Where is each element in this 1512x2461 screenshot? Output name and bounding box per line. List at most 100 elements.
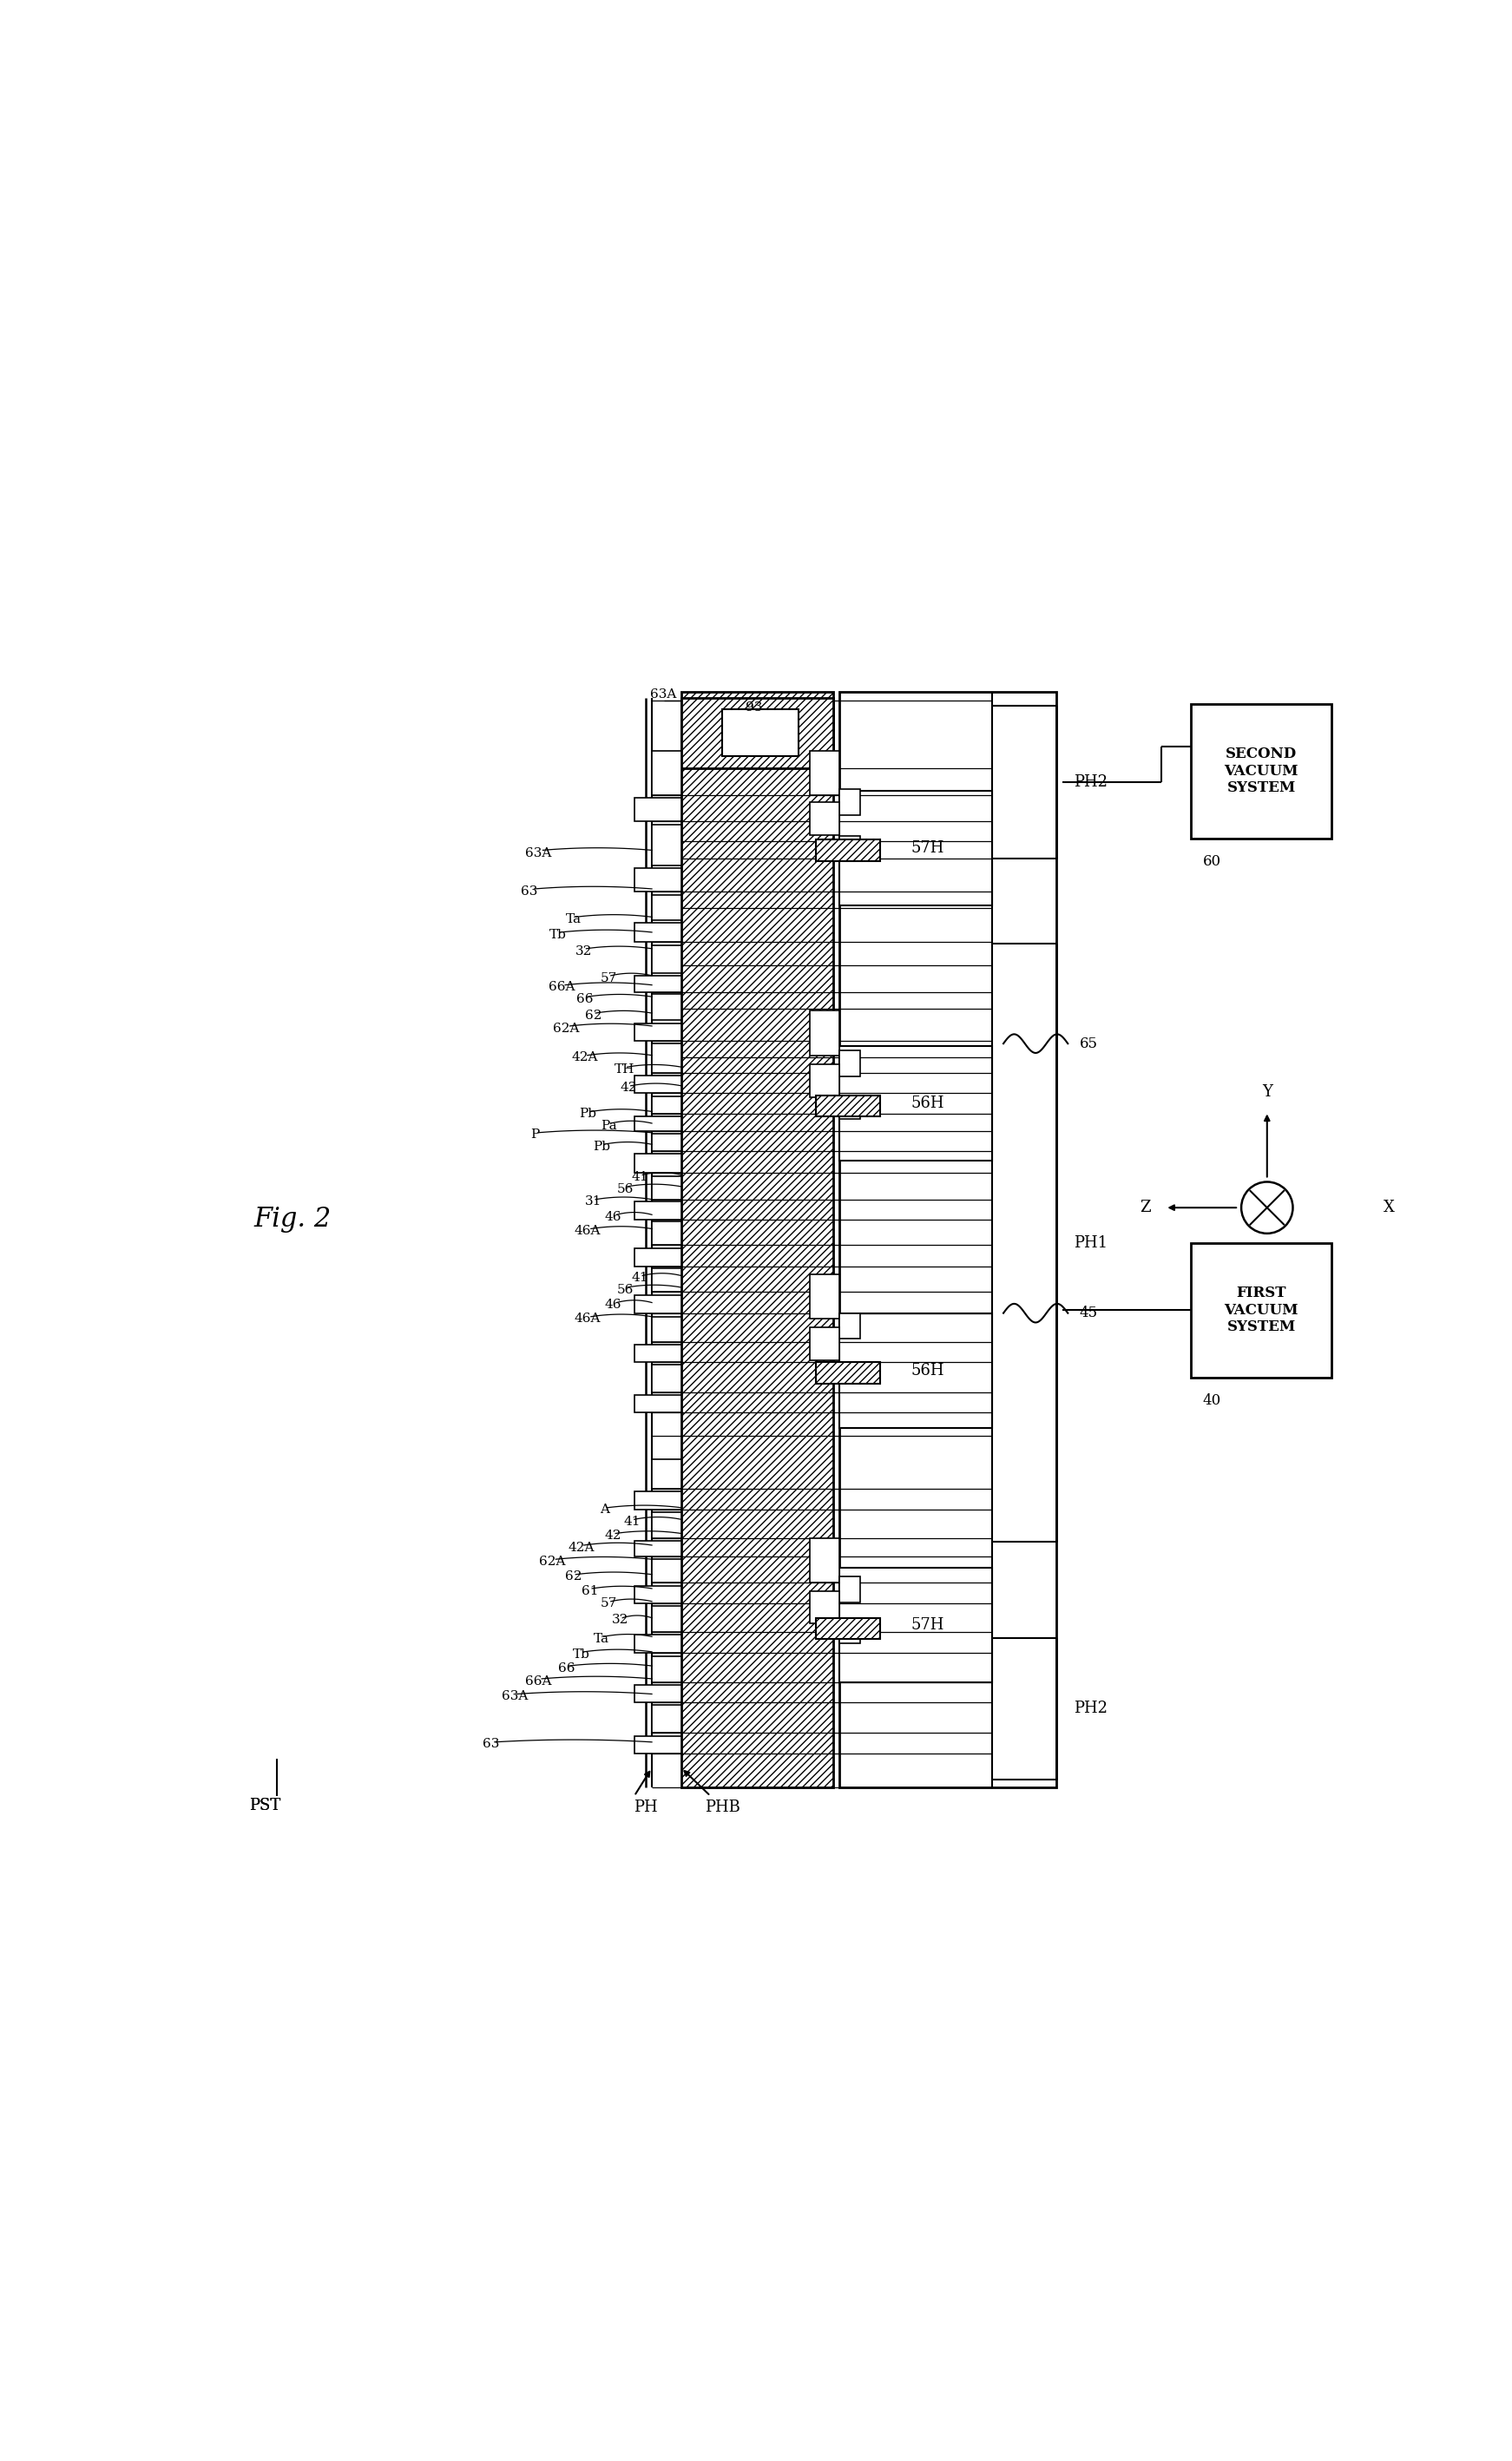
Text: 63A: 63A	[525, 847, 552, 859]
Text: 41: 41	[632, 1272, 649, 1285]
Text: 56: 56	[617, 1184, 634, 1196]
Bar	[635, 1024, 680, 1041]
Bar	[839, 1363, 860, 1381]
Text: 63: 63	[482, 1737, 500, 1750]
Bar	[816, 1617, 880, 1639]
Bar	[810, 1538, 839, 1582]
Bar	[652, 1135, 680, 1152]
Text: 61: 61	[581, 1585, 599, 1597]
Text: FIRST
VACUUM
SYSTEM: FIRST VACUUM SYSTEM	[1225, 1285, 1299, 1334]
Bar	[635, 869, 680, 891]
Bar	[635, 1634, 680, 1654]
Text: PH2: PH2	[1074, 775, 1108, 790]
Text: 31: 31	[585, 1196, 602, 1208]
Text: Z: Z	[1140, 1201, 1151, 1216]
Bar	[635, 797, 680, 822]
Bar	[839, 790, 860, 815]
Text: 42: 42	[605, 1531, 621, 1543]
Text: Pb: Pb	[579, 1107, 596, 1120]
Text: 57: 57	[600, 1597, 617, 1609]
Bar	[839, 1568, 992, 1683]
Bar	[635, 1344, 680, 1363]
Text: 62A: 62A	[553, 1021, 579, 1034]
Bar	[839, 1578, 860, 1602]
Bar	[810, 1326, 839, 1361]
Bar	[635, 1735, 680, 1755]
Text: 66: 66	[558, 1661, 575, 1673]
Bar	[652, 1221, 680, 1245]
Text: 65: 65	[1080, 1036, 1098, 1051]
Bar	[652, 1514, 680, 1538]
Bar	[839, 1314, 992, 1427]
Bar	[635, 1075, 680, 1093]
Text: 41: 41	[623, 1516, 641, 1528]
Bar	[652, 1043, 680, 1073]
Text: SECOND
VACUUM
SYSTEM: SECOND VACUUM SYSTEM	[1225, 746, 1299, 795]
Bar	[1191, 1243, 1332, 1378]
Bar	[635, 1541, 680, 1558]
Text: 42: 42	[620, 1083, 637, 1095]
Text: X: X	[1383, 1201, 1394, 1216]
Text: Y: Y	[1263, 1083, 1272, 1100]
Bar	[652, 1317, 680, 1341]
Text: 40: 40	[1202, 1393, 1222, 1408]
Text: 63A: 63A	[502, 1691, 528, 1703]
Text: 62: 62	[585, 1009, 602, 1021]
Text: Tb: Tb	[573, 1649, 590, 1661]
Text: 57H: 57H	[912, 839, 945, 856]
Text: Tb: Tb	[549, 928, 567, 940]
Text: 57H: 57H	[912, 1617, 945, 1632]
Text: 63: 63	[520, 886, 537, 898]
Bar	[816, 839, 880, 861]
Text: PH: PH	[634, 1799, 658, 1816]
Bar	[652, 994, 680, 1021]
Text: 46: 46	[605, 1299, 621, 1312]
Bar	[1191, 704, 1332, 839]
Bar	[652, 945, 680, 972]
Text: 56H: 56H	[912, 1095, 945, 1112]
Bar	[635, 1395, 680, 1413]
Bar	[652, 1459, 680, 1489]
Text: Fig. 2: Fig. 2	[254, 1206, 331, 1233]
Bar	[839, 1100, 860, 1120]
Bar	[816, 1363, 880, 1383]
Bar	[635, 923, 680, 943]
Text: 93: 93	[745, 701, 762, 714]
Text: 32: 32	[576, 945, 593, 957]
Text: 46: 46	[605, 1211, 621, 1223]
Text: TH: TH	[615, 1063, 635, 1075]
Bar	[652, 1095, 680, 1115]
Bar	[839, 1051, 860, 1075]
Text: Ta: Ta	[594, 1632, 609, 1644]
Text: 62: 62	[565, 1570, 582, 1582]
Bar	[635, 1117, 680, 1132]
Bar	[839, 692, 1055, 1787]
Bar	[810, 1275, 839, 1319]
Text: 66A: 66A	[549, 982, 575, 994]
Bar	[652, 1176, 680, 1199]
Bar	[839, 1627, 860, 1644]
Text: 45: 45	[1080, 1307, 1098, 1322]
Bar	[635, 1491, 680, 1511]
Bar	[652, 1656, 680, 1683]
Bar	[652, 1607, 680, 1632]
Text: PH1: PH1	[1074, 1235, 1108, 1250]
Text: 42A: 42A	[572, 1051, 599, 1063]
Text: 56H: 56H	[912, 1363, 945, 1378]
Text: PST: PST	[249, 1797, 281, 1814]
Bar	[652, 896, 680, 920]
Bar	[810, 802, 839, 834]
Text: 57: 57	[600, 972, 617, 984]
Text: 62A: 62A	[538, 1555, 565, 1568]
Bar	[839, 790, 992, 906]
Text: 60: 60	[1202, 854, 1222, 869]
Text: 66A: 66A	[525, 1676, 552, 1688]
Bar	[810, 1590, 839, 1624]
Text: PHB: PHB	[705, 1799, 739, 1816]
Bar	[635, 1248, 680, 1267]
Text: P: P	[531, 1130, 540, 1142]
Bar	[652, 751, 680, 795]
Bar	[839, 1314, 860, 1339]
Bar	[816, 1095, 880, 1117]
Text: PH2: PH2	[1074, 1701, 1108, 1715]
